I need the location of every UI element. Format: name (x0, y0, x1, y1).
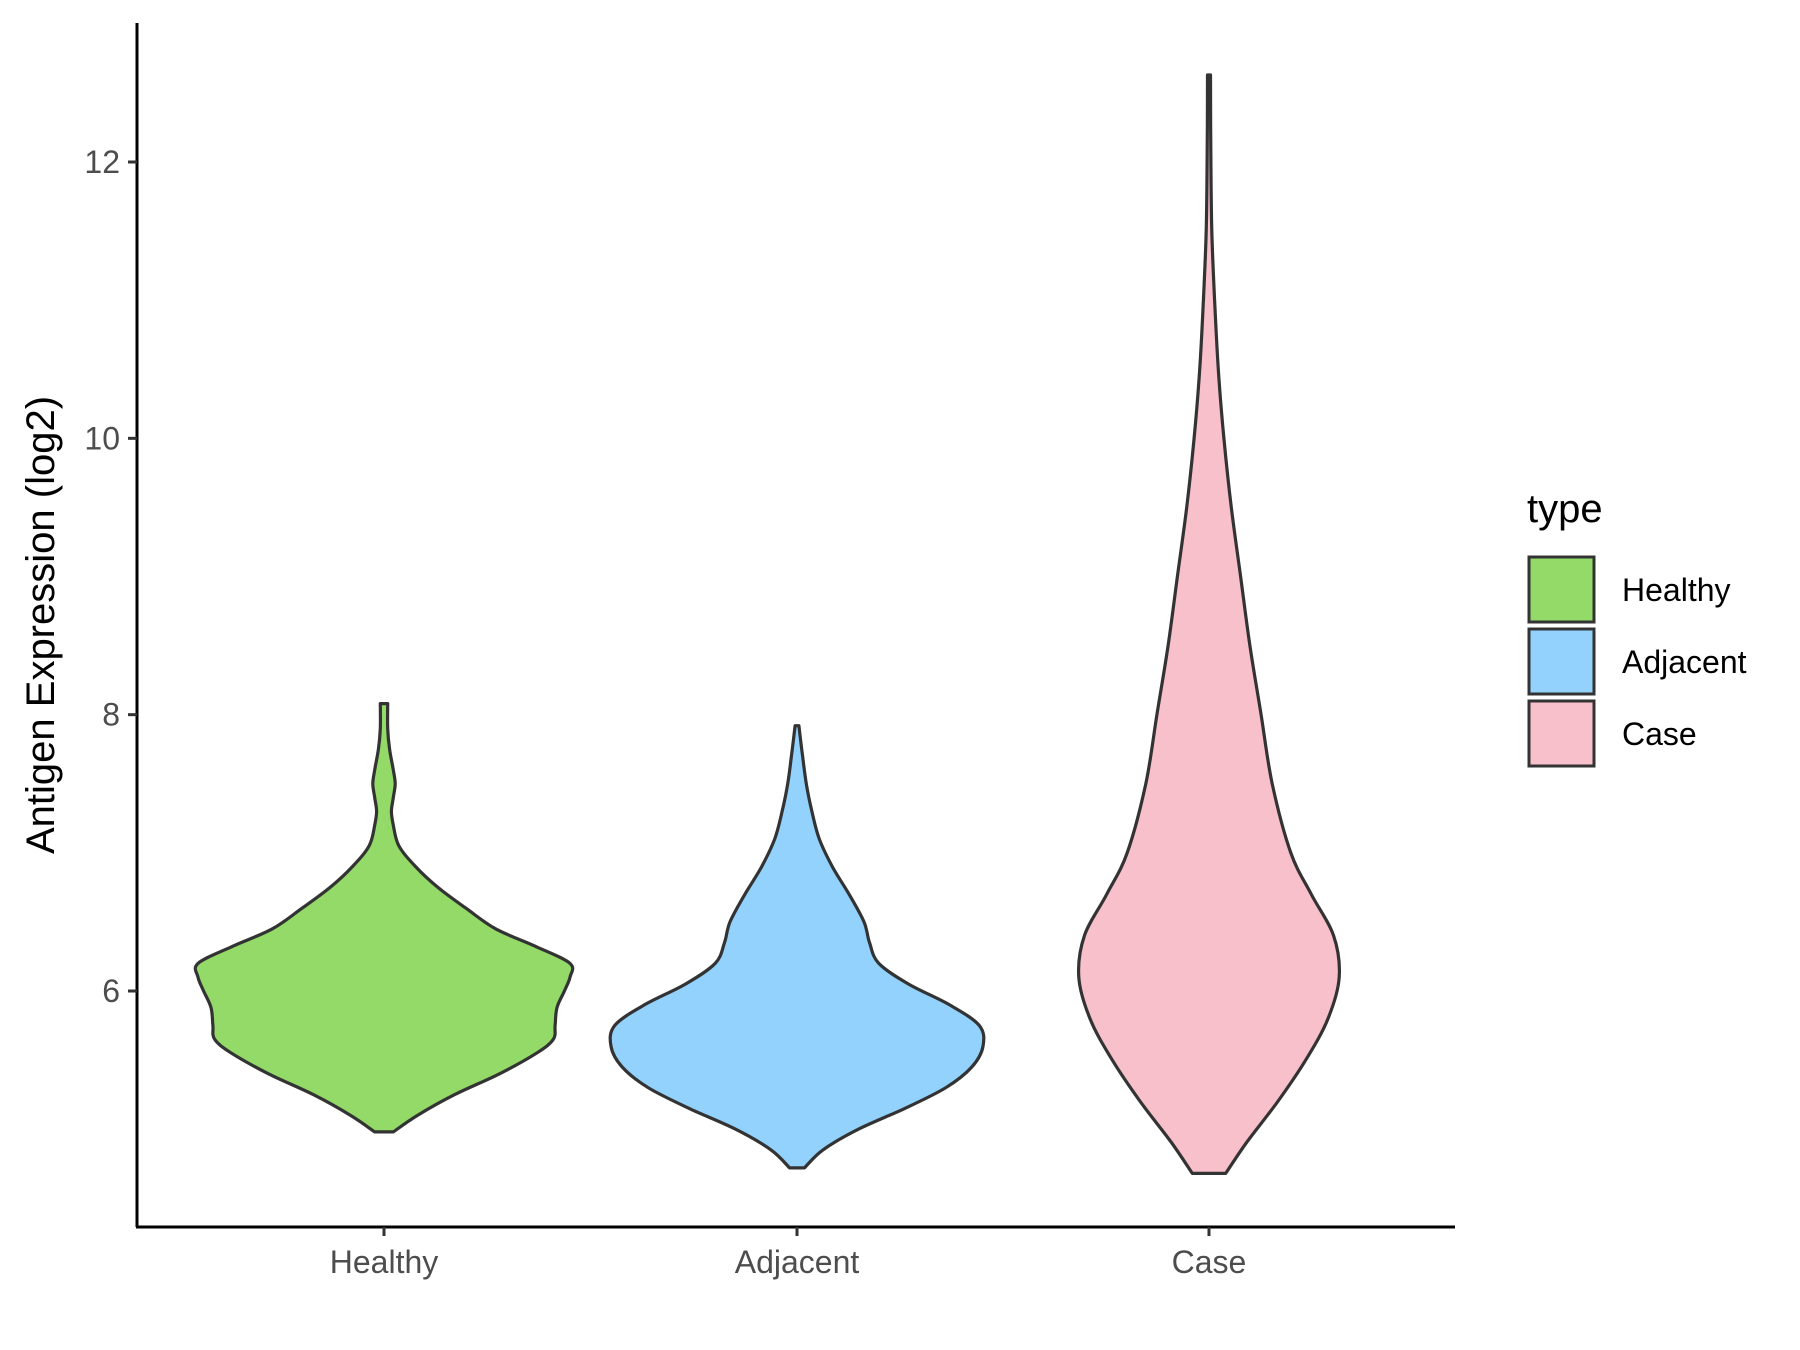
legend-items: Healthy Adjacent Case (1527, 555, 1747, 768)
legend-swatch-healthy (1527, 555, 1596, 624)
y-tick-label: 12 (84, 144, 120, 180)
legend: type Healthy Adjacent Case (1527, 487, 1747, 768)
y-axis-title: Antigen Expression (log2) (19, 396, 63, 854)
violin-group (193, 73, 1342, 1175)
y-tick-label: 8 (102, 697, 120, 733)
violin-case (1076, 73, 1342, 1175)
legend-label-adjacent: Adjacent (1622, 644, 1747, 680)
x-tick-label-adjacent: Adjacent (735, 1244, 860, 1280)
x-axis-ticks: Healthy Adjacent Case (330, 1227, 1247, 1280)
x-tick-label-healthy: Healthy (330, 1244, 439, 1280)
legend-title: type (1527, 487, 1603, 531)
legend-swatch-adjacent (1527, 627, 1596, 696)
legend-label-healthy: Healthy (1622, 572, 1731, 608)
y-tick-label: 6 (102, 973, 120, 1009)
x-tick-label-case: Case (1172, 1244, 1247, 1280)
violin-healthy (193, 702, 575, 1134)
y-tick-label: 10 (84, 420, 120, 456)
y-axis-ticks: 6 8 10 12 (84, 144, 137, 1009)
violin-adjacent (608, 724, 986, 1170)
legend-swatch-case (1527, 699, 1596, 768)
legend-label-case: Case (1622, 716, 1697, 752)
